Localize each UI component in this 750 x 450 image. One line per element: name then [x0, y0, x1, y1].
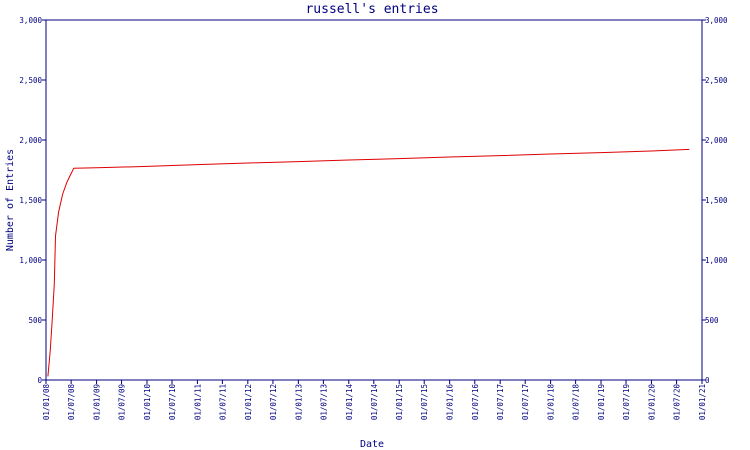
y-tick-label-right: 1,000: [705, 256, 728, 265]
x-tick-label: 01/07/17: [521, 384, 530, 420]
x-tick-label: 01/01/12: [244, 384, 253, 420]
y-tick-label-left: 500: [28, 316, 42, 325]
y-tick-label-right: 3,000: [705, 16, 728, 25]
y-tick-label-left: 2,000: [19, 136, 42, 145]
x-tick-label: 01/01/09: [93, 384, 102, 420]
x-tick-label: 01/01/21: [698, 384, 707, 420]
x-tick-label: 01/01/18: [547, 384, 556, 421]
x-tick-label: 01/07/20: [673, 384, 682, 421]
x-tick-label: 01/07/19: [622, 384, 631, 420]
y-tick-label-left: 1,000: [19, 256, 42, 265]
x-tick-label: 01/01/14: [345, 384, 354, 421]
x-tick-label: 01/07/15: [420, 384, 429, 420]
chart-title: russell's entries: [305, 2, 438, 17]
plot-frame: [45, 19, 703, 381]
x-tick-label: 01/07/09: [118, 384, 127, 420]
x-tick-label: 01/01/20: [647, 384, 656, 421]
series-layer: [47, 148, 690, 377]
x-tick-label: 01/07/16: [471, 384, 480, 421]
y-tick-label-right: 1,500: [705, 196, 728, 205]
x-tick-label: 01/01/08: [42, 384, 51, 421]
x-tick-label: 01/07/18: [572, 384, 581, 421]
y-tick-label-left: 1,500: [19, 196, 42, 205]
x-tick-label: 01/07/14: [370, 384, 379, 421]
y-tick-label-left: 2,500: [19, 76, 42, 85]
y-axis-left: 0 500 1,000 1,500 2,000 2,500 3,000: [19, 16, 46, 385]
x-axis-label: Date: [360, 439, 384, 450]
x-tick-label: 01/01/16: [446, 384, 455, 421]
x-tick-label: 01/07/10: [168, 384, 177, 421]
y-tick-label-right: 2,000: [705, 136, 728, 145]
x-tick-label: 01/01/19: [597, 384, 606, 420]
x-tick-label: 01/07/13: [319, 384, 328, 420]
x-tick-label: 01/07/08: [67, 384, 76, 421]
y-axis-label: Number of Entries: [5, 149, 16, 251]
x-tick-label: 01/07/17: [496, 384, 505, 420]
y-tick-label-right: 500: [705, 316, 719, 325]
series-line-0: [47, 148, 690, 377]
x-tick-label: 01/07/11: [218, 384, 227, 420]
x-axis: 01/01/08 01/07/08 01/01/09 01/07/09 01/01/10…: [42, 380, 707, 420]
y-tick-label-right: 2,500: [705, 76, 728, 85]
y-axis-right: 0 500 1,000 1,500 2,000 2,500 3,000: [702, 16, 728, 385]
y-tick-label-left: 0: [37, 376, 42, 385]
x-tick-label: 01/01/10: [143, 384, 152, 421]
x-tick-label: 01/01/11: [193, 384, 202, 420]
x-tick-label: 01/07/12: [269, 384, 278, 420]
x-tick-label: 01/01/15: [395, 384, 404, 420]
y-tick-label-right: 0: [705, 376, 710, 385]
x-tick-label: 01/01/13: [294, 384, 303, 420]
y-tick-label-left: 3,000: [19, 16, 42, 25]
